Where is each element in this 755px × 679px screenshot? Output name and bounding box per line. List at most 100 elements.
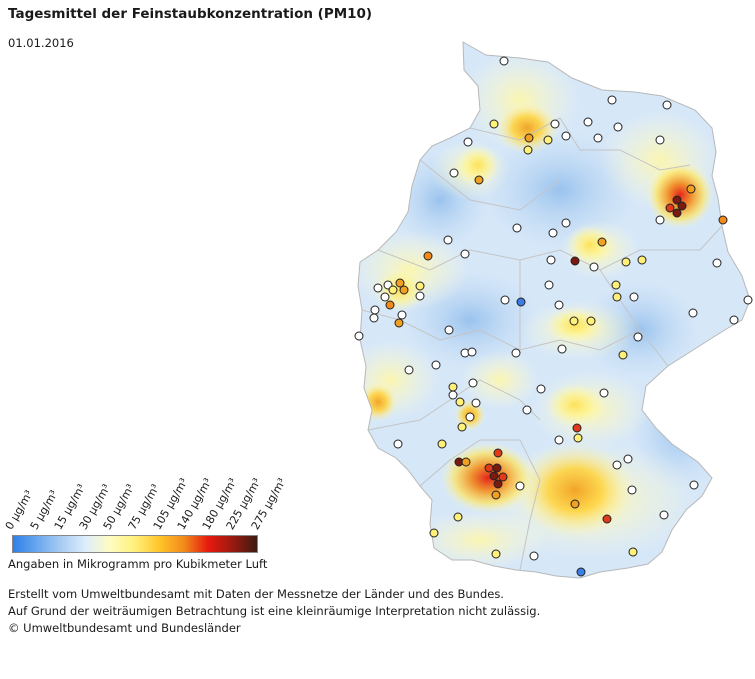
station-marker (613, 122, 623, 132)
station-marker (394, 318, 404, 328)
station-marker (474, 175, 484, 185)
station-marker (453, 512, 463, 522)
station-marker (500, 295, 510, 305)
station-marker (492, 463, 502, 473)
station-marker (455, 397, 465, 407)
station-marker (373, 283, 383, 293)
station-marker (385, 300, 395, 310)
station-marker (665, 203, 675, 213)
station-markers (354, 56, 753, 577)
station-marker (612, 292, 622, 302)
station-marker (465, 412, 475, 422)
station-marker (511, 348, 521, 358)
station-marker (607, 95, 617, 105)
station-marker (468, 378, 478, 388)
station-marker (618, 350, 628, 360)
station-marker (572, 423, 582, 433)
station-marker (718, 215, 728, 225)
station-marker (443, 235, 453, 245)
station-marker (484, 463, 494, 473)
station-marker (570, 256, 580, 266)
state-borders (361, 117, 723, 571)
station-marker (543, 135, 553, 145)
station-marker (576, 567, 586, 577)
station-marker (471, 398, 481, 408)
station-marker (599, 388, 609, 398)
footer-line: © Umweltbundesamt und Bundesländer (8, 621, 241, 635)
station-marker (573, 433, 583, 443)
station-marker (662, 100, 672, 110)
station-marker (393, 439, 403, 449)
station-marker (354, 331, 364, 341)
station-marker (561, 131, 571, 141)
station-marker (672, 195, 682, 205)
map-title: Tagesmittel der Feinstaubkonzentration (… (8, 6, 373, 22)
station-marker (498, 472, 508, 482)
station-marker (623, 454, 633, 464)
station-marker (561, 218, 571, 228)
station-marker (467, 347, 477, 357)
station-marker (457, 422, 467, 432)
station-marker (489, 471, 499, 481)
station-marker (491, 549, 501, 559)
station-marker (437, 439, 447, 449)
station-marker (448, 390, 458, 400)
station-marker (712, 258, 722, 268)
station-marker (388, 285, 398, 295)
station-marker (688, 308, 698, 318)
footer-notes: Erstellt vom Umweltbundesamt mit Daten d… (8, 586, 540, 637)
station-marker (637, 255, 647, 265)
legend-caption: Angaben in Mikrogramm pro Kubikmeter Luf… (8, 557, 268, 571)
station-marker (655, 135, 665, 145)
station-marker (460, 249, 470, 259)
station-marker (529, 551, 539, 561)
station-marker (546, 255, 556, 265)
station-marker (677, 201, 687, 211)
station-marker (686, 184, 696, 194)
station-marker (570, 499, 580, 509)
station-marker (512, 223, 522, 233)
legend-color-scale (12, 535, 258, 553)
station-marker (491, 490, 501, 500)
station-marker (583, 117, 593, 127)
station-marker (463, 137, 473, 147)
station-marker (550, 119, 560, 129)
station-marker (429, 528, 439, 538)
station-marker (523, 145, 533, 155)
station-marker (399, 285, 409, 295)
station-marker (493, 479, 503, 489)
station-marker (431, 360, 441, 370)
station-marker (548, 228, 558, 238)
station-marker (611, 280, 621, 290)
station-marker (628, 547, 638, 557)
station-marker (597, 237, 607, 247)
station-marker (743, 295, 753, 305)
station-marker (461, 457, 471, 467)
station-marker (621, 257, 631, 267)
footer-line: Erstellt vom Umweltbundesamt mit Daten d… (8, 587, 504, 601)
station-marker (689, 480, 699, 490)
station-marker (370, 305, 380, 315)
station-marker (369, 313, 379, 323)
station-marker (397, 310, 407, 320)
station-marker (493, 448, 503, 458)
station-marker (524, 133, 534, 143)
station-marker (554, 300, 564, 310)
station-marker (612, 460, 622, 470)
station-marker (655, 215, 665, 225)
station-marker (404, 365, 414, 375)
station-marker (415, 291, 425, 301)
station-marker (395, 278, 405, 288)
station-marker (544, 280, 554, 290)
station-marker (627, 485, 637, 495)
station-marker (593, 133, 603, 143)
station-marker (415, 281, 425, 291)
station-marker (499, 56, 509, 66)
station-marker (589, 262, 599, 272)
station-marker (536, 384, 546, 394)
station-marker (448, 382, 458, 392)
station-marker (380, 292, 390, 302)
footer-line: Auf Grund der weiträumigen Betrachtung i… (8, 604, 541, 618)
station-marker (449, 168, 459, 178)
